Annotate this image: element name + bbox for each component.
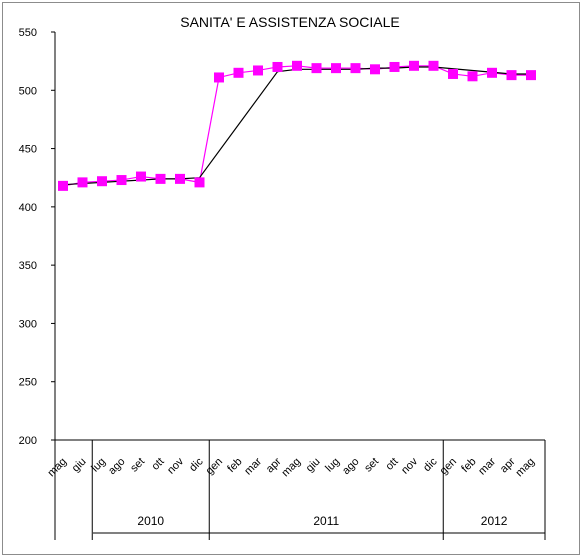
data-point-marker: [292, 60, 302, 71]
data-point-marker: [136, 171, 146, 182]
data-point-marker: [350, 63, 361, 74]
year-label: 2011: [313, 514, 339, 528]
x-category-label: mar: [476, 455, 498, 477]
data-point-marker: [506, 70, 517, 81]
y-tick-label: 450: [19, 144, 37, 156]
x-category-label: set: [362, 456, 381, 475]
data-point-marker: [155, 173, 166, 184]
data-point-marker: [331, 63, 341, 74]
x-category-label: feb: [225, 456, 244, 475]
data-point-marker: [214, 72, 224, 83]
y-axis-ticks: 200 250 300 350 400 450 500 550: [19, 27, 55, 447]
data-point-marker: [272, 61, 283, 72]
y-tick-label: 350: [19, 260, 37, 272]
year-label: 2010: [137, 514, 164, 528]
x-category-label: set: [128, 456, 147, 475]
data-point-marker: [97, 176, 107, 187]
year-groups: 2010 2011 2012: [54, 440, 546, 540]
series-markers: [58, 60, 536, 191]
x-category-label: ago: [106, 456, 127, 477]
data-point-marker: [389, 61, 400, 72]
x-category-label: nov: [399, 455, 420, 476]
data-point-marker: [370, 64, 380, 75]
data-point-marker: [428, 60, 439, 71]
x-category-label: ott: [383, 456, 400, 473]
x-category-label: ago: [340, 456, 361, 477]
x-category-label: mag: [279, 456, 303, 480]
year-label: 2012: [481, 514, 508, 528]
data-point-marker: [58, 180, 68, 191]
y-tick-label: 550: [19, 27, 37, 39]
x-category-label: gen: [204, 456, 225, 477]
data-point-marker: [253, 65, 263, 76]
y-tick-label: 200: [19, 435, 37, 447]
data-point-marker: [487, 67, 497, 78]
y-tick-label: 300: [19, 318, 37, 330]
x-category-label: feb: [459, 456, 478, 475]
y-tick-label: 400: [19, 202, 37, 214]
x-category-label: giu: [304, 456, 323, 475]
y-tick-label: 500: [19, 85, 37, 97]
data-point-marker: [194, 177, 205, 188]
series-lines: [62, 65, 531, 187]
x-category-label: mag: [513, 456, 537, 480]
data-point-marker: [116, 175, 127, 186]
x-category-label: gen: [438, 456, 459, 477]
data-point-marker: [409, 60, 419, 71]
data-point-marker: [233, 67, 244, 78]
x-category-label: mar: [242, 455, 264, 477]
data-point-marker: [467, 71, 478, 82]
x-category-label: ott: [149, 456, 166, 473]
chart-title: SANITA' E ASSISTENZA SOCIALE: [180, 14, 399, 30]
data-point-marker: [526, 70, 536, 81]
data-point-marker: [311, 63, 322, 74]
x-category-label: nov: [165, 455, 186, 476]
data-point-marker: [448, 68, 458, 79]
x-category-label: mag: [45, 456, 69, 480]
x-category-label: dic: [421, 455, 440, 474]
series-line: [62, 65, 531, 187]
x-category-label: giu: [70, 456, 89, 475]
data-point-marker: [175, 173, 185, 184]
series-line: [62, 66, 531, 186]
data-point-marker: [77, 177, 88, 188]
y-tick-label: 250: [19, 377, 37, 389]
axes: [54, 32, 545, 441]
x-category-label: dic: [187, 455, 206, 474]
x-category-label: lug: [323, 456, 342, 475]
